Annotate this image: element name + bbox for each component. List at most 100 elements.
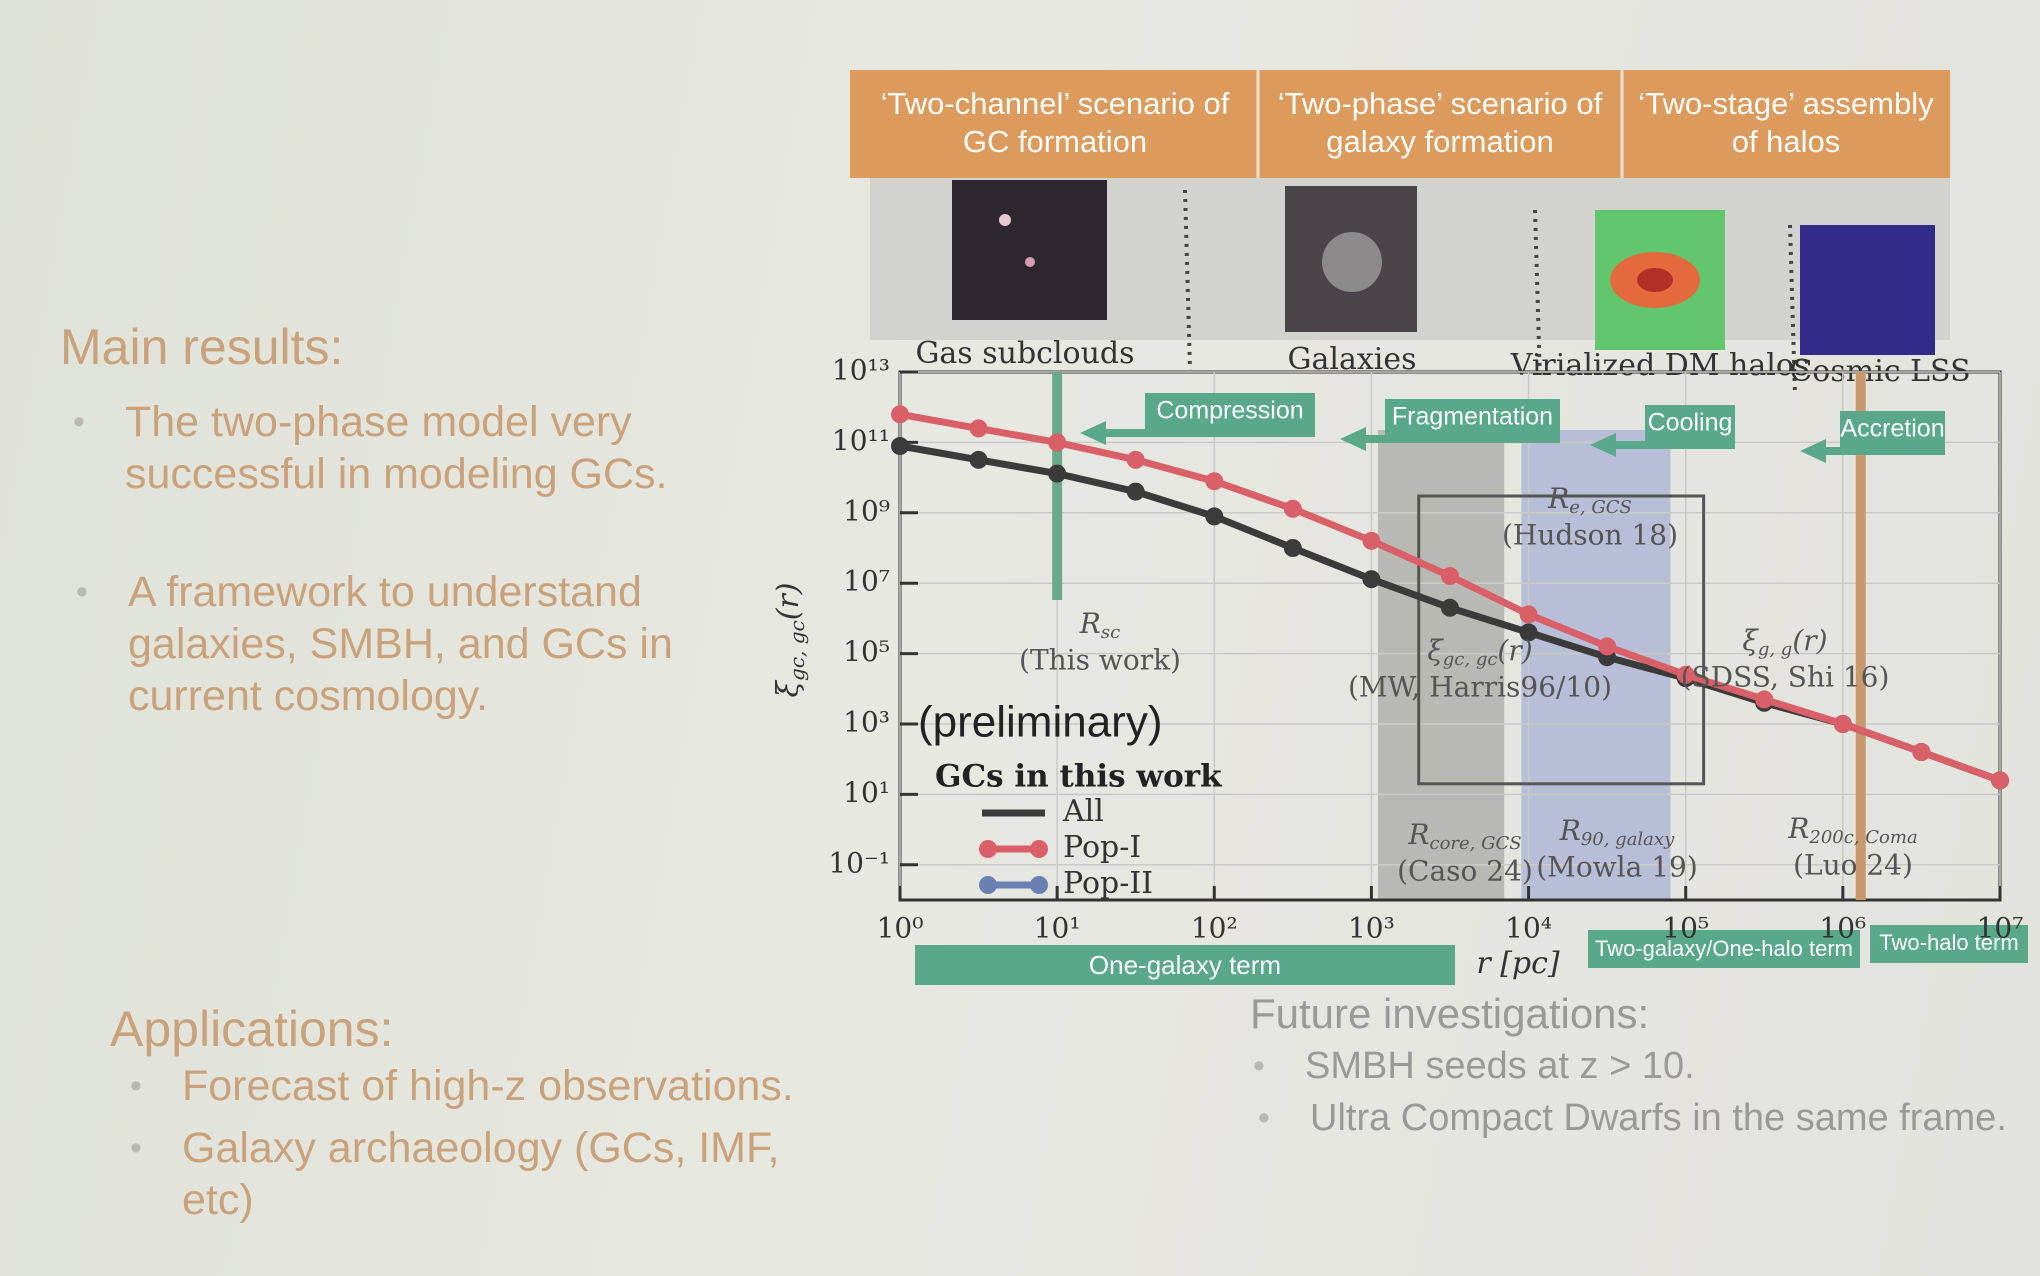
symbol-sub: sc [1101,622,1120,643]
x-tick-label: 10⁶ [1819,912,1866,945]
series-marker [1676,665,1695,684]
term-bar [1870,925,2028,963]
series-marker [969,450,988,469]
annotation-symbol: Rcore, GCS [1407,818,1521,855]
symbol: R [1787,812,1809,845]
applications-title: Applications: [110,1001,394,1057]
series-marker [1205,472,1224,491]
scale-dividers [1183,189,1797,396]
image-lss [1800,225,1935,355]
series-marker [1283,539,1302,557]
arrow-head [1340,427,1366,451]
series-marker [1833,715,1852,733]
series-marker [1126,482,1145,501]
series-marker [1755,690,1774,709]
scenario-line: ‘Two-channel’ scenario of [881,86,1230,121]
series-marker [1362,531,1381,550]
y-tick-label: 10³ [843,706,890,739]
legend-marker [979,876,997,894]
series-marker [891,405,909,424]
x-tick-label: 10³ [1348,912,1395,945]
annotation-symbol: R200c, Coma [1787,812,1917,849]
legend-title: GCs in this work [935,759,1223,795]
series-marker [1362,570,1381,589]
annotation-source: (MW, Harris96/10) [1348,671,1612,704]
main-title: Main results: [60,319,344,375]
header-band [850,70,1950,178]
annotation-source: (Luo 24) [1793,849,1913,882]
scale-label: Virialized DM halos [1510,348,1810,383]
symbol: ξ [1427,634,1444,667]
symbol-tail: (r) [1497,634,1532,667]
bullet: Ultra Compact Dwarfs in the same frame. [1258,1092,2030,1144]
series-marker [1283,499,1302,518]
divider [1788,224,1797,396]
scenario-title: ‘Two-stage’ assembly of halos [1638,86,1934,159]
x-tick-label: 10⁷ [1977,912,2024,945]
image-detail [1025,257,1035,267]
image-subclouds [952,180,1107,320]
series-marker [1912,743,1931,762]
symbol-sub: e, GCS [1569,497,1632,518]
y-tick-label: 10¹³ [832,354,890,387]
y-tick-label: 10⁻¹ [828,846,890,879]
y-tick-label: 10⁹ [843,494,890,527]
series-marker [1440,598,1459,617]
symbol-sub: gc, gc [1443,649,1498,670]
annotation-source: (Hudson 18) [1502,519,1678,552]
scenario-line: galaxy formation [1326,124,1553,159]
scenario-line: of halos [1732,124,1841,159]
x-tick-label: 10¹ [1034,912,1081,945]
term-bar [1588,930,1860,968]
symbol: R [1547,482,1569,515]
y-label-tail: (r) [771,582,806,620]
scenario-line: GC formation [963,124,1147,159]
image-detail [1322,232,1382,292]
x-tick-label: 10⁴ [1505,912,1552,945]
term-label: Two-halo term [1879,930,2018,955]
divider [1533,209,1542,381]
process-box [1840,411,1945,447]
annotation-source: (This work) [1019,644,1181,677]
future-title: Future investigations: [1250,990,1650,1037]
annotation-symbol: R90, galaxy [1559,814,1675,851]
symbol: R [1559,814,1581,847]
process-label: Fragmentation [1392,403,1553,431]
series-marker [891,437,909,456]
annotation-symbol: Rsc [1079,607,1120,644]
symbol: R [1407,818,1429,851]
scenario-line: ‘Two-phase’ scenario of [1278,86,1603,121]
image-detail [1637,268,1673,292]
x-tick-label: 10⁰ [877,912,924,945]
term-label: Two-galaxy/One-halo term [1595,936,1853,961]
divider [1183,189,1192,371]
image-detail [999,214,1011,226]
series-marker [1519,623,1538,642]
series-marker [1440,567,1459,586]
y-label-sub: gc, gc [785,620,809,681]
bullet: Galaxy archaeology (GCs, IMF, etc) [130,1122,802,1226]
radius-box [1417,494,1706,786]
series-marker [1126,450,1145,469]
symbol-sub: g, g [1758,639,1793,660]
series-marker [969,419,988,438]
legend-marker [979,840,997,858]
process-box [1145,393,1315,429]
series-marker [1205,507,1224,526]
arrow-head [1590,433,1616,457]
series-marker [1991,771,2009,790]
arrow-head [1800,439,1826,463]
series-marker [1598,637,1617,656]
note: (preliminary) [918,698,1162,747]
symbol-tail: (r) [1792,624,1827,657]
term-label: One-galaxy term [1089,950,1281,980]
symbol: R [1079,607,1101,640]
series-marker [1048,433,1067,452]
scenario-line: ‘Two-stage’ assembly [1638,86,1934,121]
bullet: SMBH seeds at z > 10. [1253,1040,2005,1092]
scale-label: Gas subclouds [915,336,1134,371]
scenario-title: ‘Two-channel’ scenario of GC formation [881,86,1230,159]
symbol-sub: core, GCS [1429,833,1521,854]
y-tick-label: 10¹¹ [832,424,890,457]
